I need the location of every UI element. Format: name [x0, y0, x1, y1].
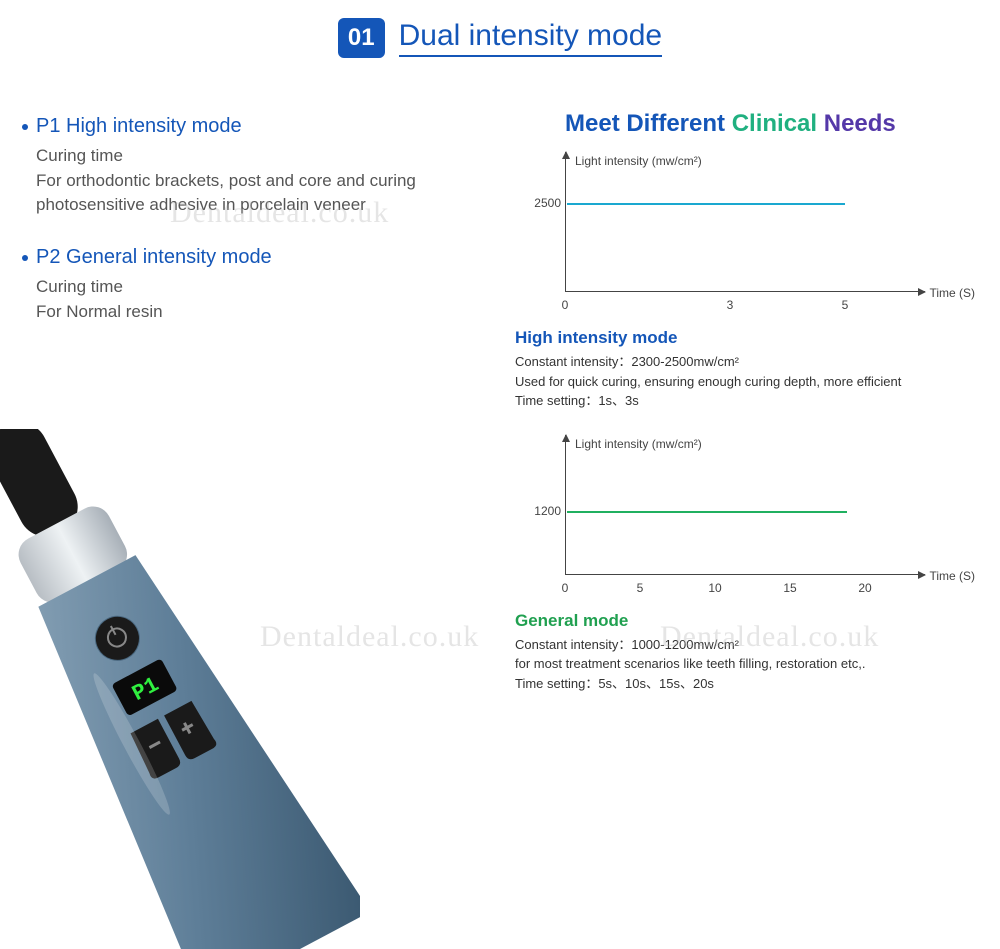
p2-heading: P2 General intensity mode: [22, 246, 502, 269]
caption-line: Constant intensity：2300-2500mw/cm²: [515, 352, 985, 372]
chart1-xlabel: Time (S): [929, 286, 975, 300]
p1-heading: P1 High intensity mode: [22, 115, 502, 138]
chart-y-axis: [565, 435, 566, 575]
chart2-xlabel: Time (S): [929, 569, 975, 583]
chart1-ylabel: Light intensity (mw/cm²): [575, 154, 702, 168]
chart1-caption: High intensity mode Constant intensity：2…: [515, 328, 985, 411]
device-illustration: P1: [0, 429, 360, 949]
chart1-caption-title: High intensity mode: [515, 328, 985, 348]
chart-y-tick: 2500: [534, 196, 561, 210]
caption-line: Constant intensity：1000-1200mw/cm²: [515, 635, 985, 655]
p2-sub1: Curing time: [22, 275, 502, 300]
chart-y-axis: [565, 152, 566, 292]
chart-x-tick: 5: [637, 581, 644, 595]
clinical-word-1: Meet Different: [565, 110, 725, 137]
p1-sub2: For orthodontic brackets, post and core …: [22, 169, 502, 218]
caption-line: for most treatment scenarios like teeth …: [515, 654, 985, 674]
section-title: Dual intensity mode: [399, 19, 662, 57]
caption-line: Time setting：1s、3s: [515, 391, 985, 411]
chart-x-tick: 0: [562, 581, 569, 595]
chart-x-tick: 0: [562, 298, 569, 312]
clinical-needs-title: Meet Different Clinical Needs: [515, 110, 985, 138]
p2-sub2: For Normal resin: [22, 300, 502, 325]
charts-column: Meet Different Clinical Needs Light inte…: [515, 110, 985, 717]
chart2-caption: General mode Constant intensity：1000-120…: [515, 611, 985, 694]
chart-x-axis: [565, 574, 925, 575]
caption-line: Time setting：5s、10s、15s、20s: [515, 674, 985, 694]
chart-x-tick: 20: [858, 581, 871, 595]
chart-x-tick: 3: [727, 298, 734, 312]
p1-mode-block: P1 High intensity mode Curing time For o…: [22, 115, 502, 218]
chart-x-tick: 15: [783, 581, 796, 595]
p2-mode-block: P2 General intensity mode Curing time Fo…: [22, 246, 502, 324]
header: 01 Dual intensity mode: [0, 0, 1000, 58]
chart2-caption-title: General mode: [515, 611, 985, 631]
clinical-word-3: Needs: [824, 110, 896, 137]
chart-data-line: [567, 203, 845, 205]
section-badge: 01: [338, 18, 385, 58]
p1-sub1: Curing time: [22, 144, 502, 169]
chart-data-line: [567, 511, 847, 513]
chart-y-tick: 1200: [534, 504, 561, 518]
chart2-ylabel: Light intensity (mw/cm²): [575, 437, 702, 451]
general-mode-chart: Light intensity (mw/cm²) Time (S) 120005…: [515, 435, 945, 605]
chart-x-tick: 5: [842, 298, 849, 312]
high-intensity-chart: Light intensity (mw/cm²) Time (S) 250003…: [515, 152, 945, 322]
caption-line: Used for quick curing, ensuring enough c…: [515, 372, 985, 392]
chart-x-tick: 10: [708, 581, 721, 595]
chart-x-axis: [565, 291, 925, 292]
mode-descriptions: P1 High intensity mode Curing time For o…: [22, 115, 502, 352]
clinical-word-2: Clinical: [732, 110, 817, 137]
